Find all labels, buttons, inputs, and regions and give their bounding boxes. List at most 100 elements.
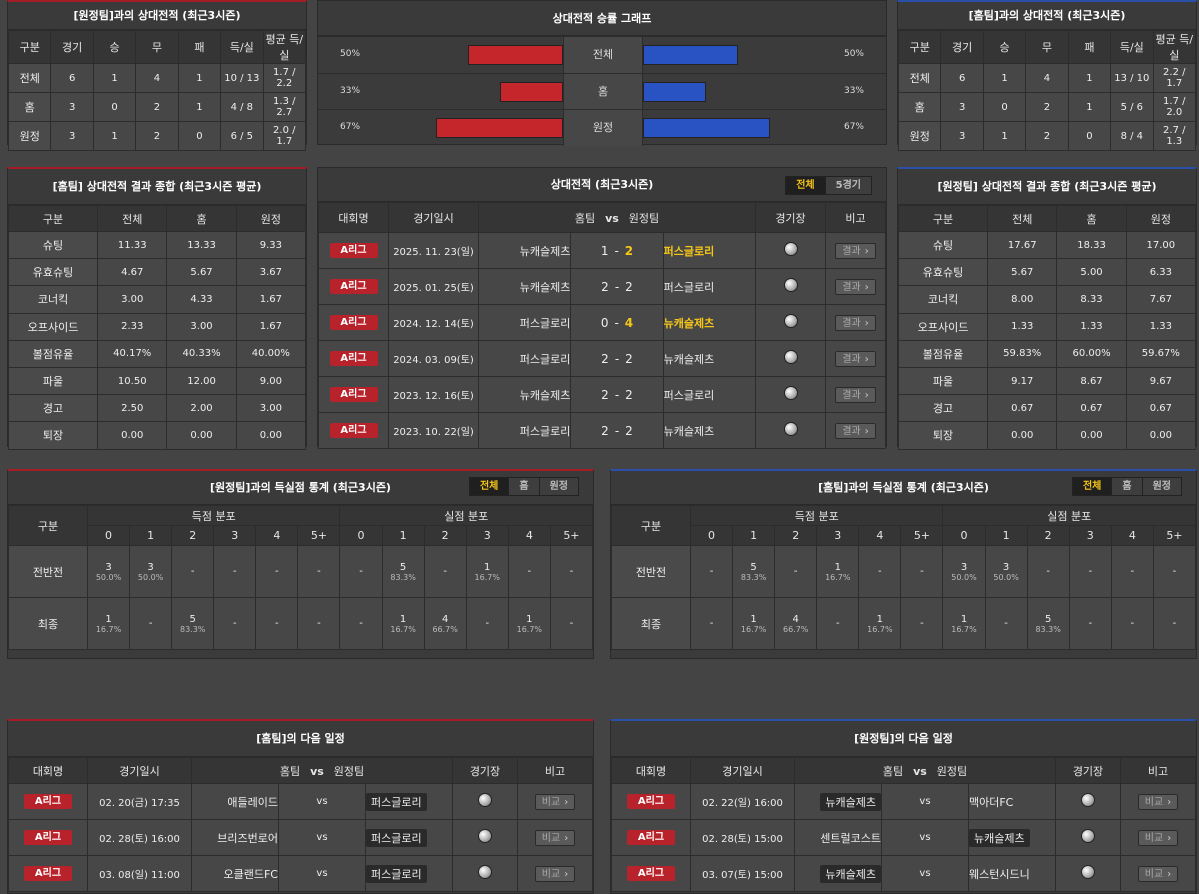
stadium-icon[interactable] [478,865,492,879]
home-team[interactable]: 퍼스글로리 [477,340,572,377]
tab-all[interactable]: 전체 [469,478,509,495]
stadium-icon[interactable] [1081,829,1095,843]
tab-all[interactable]: 전체 [786,177,825,194]
compare-button[interactable]: 비교 › [534,829,576,846]
column-header: 경기장 [1055,757,1121,784]
note-cell: 비교 › [517,783,593,820]
home-team[interactable]: 애들레이드 [227,795,278,809]
league-cell: A리그 [318,232,389,269]
stadium-icon[interactable] [478,829,492,843]
league-badge[interactable]: A리그 [329,315,378,330]
cell: 8.33 [1056,285,1127,314]
tab-home[interactable]: 홈 [1111,478,1142,495]
compare-button[interactable]: 비교 › [1137,865,1179,882]
result-button[interactable]: 결과 › [835,386,876,403]
home-team[interactable]: 뉴캐슬제츠 [820,864,881,883]
league-badge[interactable]: A리그 [329,279,378,294]
result-button[interactable]: 결과 › [835,314,876,331]
cell: 13.33 [166,230,237,260]
cell: - [507,545,551,598]
league-badge[interactable]: A리그 [627,830,675,845]
tab-home[interactable]: 홈 [508,478,539,495]
compare-label: 비교 [541,868,561,880]
home-team[interactable]: 뉴캐슬제츠 [820,792,881,811]
away-team[interactable]: 퍼스글로리 [662,268,757,305]
result-button[interactable]: 결과 › [835,422,876,439]
league-badge[interactable]: A리그 [329,351,378,366]
row-label: 퇴장 [7,421,99,450]
away-team-cell: 퍼스글로리 [365,783,453,820]
tab-all[interactable]: 전체 [1072,478,1112,495]
home-team[interactable]: 퍼스글로리 [477,412,572,449]
away-team[interactable]: 퍼스글로리 [366,864,427,883]
cell: 2.50 [97,394,168,423]
result-button[interactable]: 결과 › [835,278,876,295]
result-button[interactable]: 결과 › [835,242,876,259]
cell: 1.33 [1125,312,1197,341]
panel-title: [홈팀]과의 상대전적 (최근3시즌) [898,2,1196,30]
percent: 16.7% [740,624,767,634]
stadium-icon[interactable] [1081,865,1095,879]
stadium-icon[interactable] [478,793,492,807]
league-badge[interactable]: A리그 [24,866,72,881]
home-team[interactable]: 뉴캐슬제츠 [477,268,572,305]
away-team[interactable]: 퍼스글로리 [366,828,427,847]
cell: 3.00 [97,285,168,314]
away-team[interactable]: 맥아더FC [969,795,1014,809]
away-team[interactable]: 퍼스글로리 [662,376,757,413]
tab-away[interactable]: 원정 [1141,478,1181,495]
league-badge[interactable]: A리그 [329,387,378,402]
away-team[interactable]: 뉴캐슬제츠 [662,412,757,449]
stadium-icon[interactable] [783,278,798,292]
cell: 2.33 [97,312,168,341]
panel-title: [원정팀] 상대전적 결과 종합 (최근3시즌 평균) [898,169,1196,205]
note-cell: 결과 › [825,232,886,269]
cell: 1 16.7% [858,597,902,650]
result-label: 결과 [842,245,861,257]
league-badge[interactable]: A리그 [329,243,378,258]
league-badge[interactable]: A리그 [24,794,72,809]
score: 1-2 [570,232,664,269]
compare-button[interactable]: 비교 › [1137,793,1179,810]
away-team[interactable]: 퍼스글로리 [662,232,757,269]
home-team[interactable]: 센트럴코스트 [820,831,881,845]
away-team[interactable]: 웨스턴시드니 [969,867,1030,881]
league-badge[interactable]: A리그 [24,830,72,845]
compare-button[interactable]: 비교 › [534,793,576,810]
stadium-icon[interactable] [783,350,798,364]
compare-label: 비교 [1144,796,1164,808]
away-team[interactable]: 퍼스글로리 [366,792,427,811]
away-team[interactable]: 뉴캐슬제츠 [662,304,757,341]
league-badge[interactable]: A리그 [627,794,675,809]
league-badge[interactable]: A리그 [627,866,675,881]
stadium-icon[interactable] [783,386,798,400]
table-row: 유효슈팅 4.67 5.67 3.67 [7,258,307,287]
home-team[interactable]: 퍼스글로리 [477,304,572,341]
count: - [148,618,153,629]
away-team[interactable]: 뉴캐슬제츠 [969,828,1030,847]
cell: - [549,545,594,598]
stadium-icon[interactable] [783,422,798,436]
home-team[interactable]: 뉴캐슬제츠 [477,376,572,413]
stadium-icon[interactable] [1081,793,1095,807]
note-cell: 비교 › [1120,783,1196,820]
away-team[interactable]: 뉴캐슬제츠 [662,340,757,377]
compare-button[interactable]: 비교 › [1137,829,1179,846]
match-row: A리그 2024. 03. 09(토) 퍼스글로리 2-2 뉴캐슬제츠 결과 › [318,340,886,377]
header-row: 대회명 경기일시 홈팀 vs 원정팀 경기장 비고 [8,757,593,784]
count: - [1130,566,1135,577]
tab-5games[interactable]: 5경기 [824,177,871,194]
home-team[interactable]: 브리즈번로어 [217,831,278,845]
stadium-icon[interactable] [783,314,798,328]
tab-away[interactable]: 원정 [538,478,578,495]
home-team[interactable]: 오클랜드FC [223,867,279,881]
league-badge[interactable]: A리그 [329,423,378,438]
count: 1 [960,613,968,625]
stadium-icon[interactable] [783,242,798,256]
result-button[interactable]: 결과 › [835,350,876,367]
cell: 3 [940,92,984,122]
winrate-graph-panel: 상대전적 승률 그래프 50% 전체 50% 33% 홈 33% 67% 원정 67% [317,0,887,146]
compare-button[interactable]: 비교 › [534,865,576,882]
home-team[interactable]: 뉴캐슬제츠 [477,232,572,269]
cell: 1.3 / 2.7 [262,92,307,122]
